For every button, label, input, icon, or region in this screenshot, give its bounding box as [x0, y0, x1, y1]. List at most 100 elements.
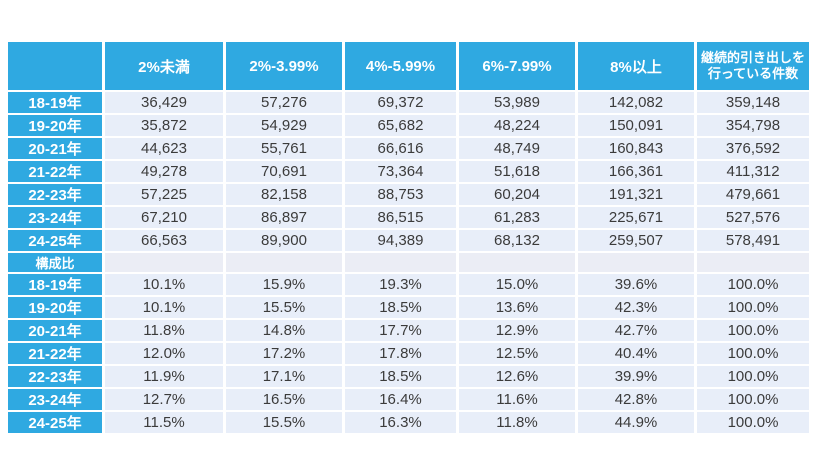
table-stage: 2%未満 2%-3.99% 4%-5.99% 6%-7.99% 8%以上 継続的… — [5, 40, 812, 435]
data-cell: 36,429 — [105, 92, 223, 113]
table-row: 19-20年 35,872 54,929 65,682 48,224 150,0… — [8, 115, 809, 136]
data-cell: 35,872 — [105, 115, 223, 136]
data-cell: 88,753 — [345, 184, 456, 205]
data-cell: 100.0% — [697, 343, 809, 364]
row-label-cell: 19-20年 — [8, 115, 102, 136]
table-row: 18-19年 10.1% 15.9% 19.3% 15.0% 39.6% 100… — [8, 274, 809, 295]
data-cell: 49,278 — [105, 161, 223, 182]
table-row: 23-24年 12.7% 16.5% 16.4% 11.6% 42.8% 100… — [8, 389, 809, 410]
divider-cell — [226, 253, 342, 272]
column-header: 2%未満 — [105, 42, 223, 90]
data-cell: 11.8% — [105, 320, 223, 341]
data-cell: 48,224 — [459, 115, 575, 136]
data-cell: 225,671 — [578, 207, 694, 228]
row-label-cell: 20-21年 — [8, 138, 102, 159]
data-cell: 359,148 — [697, 92, 809, 113]
data-cell: 17.1% — [226, 366, 342, 387]
row-label-cell: 24-25年 — [8, 412, 102, 433]
data-cell: 65,682 — [345, 115, 456, 136]
data-cell: 42.8% — [578, 389, 694, 410]
data-cell: 10.1% — [105, 297, 223, 318]
column-header: 2%-3.99% — [226, 42, 342, 90]
row-label-cell: 22-23年 — [8, 184, 102, 205]
data-cell: 69,372 — [345, 92, 456, 113]
data-cell: 15.0% — [459, 274, 575, 295]
data-cell: 14.8% — [226, 320, 342, 341]
data-cell: 191,321 — [578, 184, 694, 205]
data-cell: 18.5% — [345, 297, 456, 318]
data-cell: 100.0% — [697, 274, 809, 295]
row-label-cell: 21-22年 — [8, 161, 102, 182]
data-cell: 12.9% — [459, 320, 575, 341]
table-row: 19-20年 10.1% 15.5% 18.5% 13.6% 42.3% 100… — [8, 297, 809, 318]
data-cell: 94,389 — [345, 230, 456, 251]
data-cell: 19.3% — [345, 274, 456, 295]
data-cell: 12.0% — [105, 343, 223, 364]
data-cell: 17.7% — [345, 320, 456, 341]
data-cell: 100.0% — [697, 297, 809, 318]
data-cell: 57,276 — [226, 92, 342, 113]
data-cell: 66,616 — [345, 138, 456, 159]
column-header-continuous-withdrawals: 継続的引き出しを 行っている件数 — [697, 42, 809, 90]
table-row: 24-25年 66,563 89,900 94,389 68,132 259,5… — [8, 230, 809, 251]
data-cell: 12.6% — [459, 366, 575, 387]
table-row: 21-22年 12.0% 17.2% 17.8% 12.5% 40.4% 100… — [8, 343, 809, 364]
data-cell: 100.0% — [697, 389, 809, 410]
table-row: 22-23年 57,225 82,158 88,753 60,204 191,3… — [8, 184, 809, 205]
column-header: 8%以上 — [578, 42, 694, 90]
divider-cell — [459, 253, 575, 272]
data-cell: 18.5% — [345, 366, 456, 387]
data-cell: 100.0% — [697, 412, 809, 433]
data-cell: 13.6% — [459, 297, 575, 318]
data-cell: 68,132 — [459, 230, 575, 251]
divider-cell — [578, 253, 694, 272]
data-cell: 11.5% — [105, 412, 223, 433]
table-row: 20-21年 44,623 55,761 66,616 48,749 160,8… — [8, 138, 809, 159]
row-label-cell: 23-24年 — [8, 389, 102, 410]
data-cell: 100.0% — [697, 366, 809, 387]
data-cell: 100.0% — [697, 320, 809, 341]
row-label-cell: 23-24年 — [8, 207, 102, 228]
data-cell: 10.1% — [105, 274, 223, 295]
data-cell: 40.4% — [578, 343, 694, 364]
data-cell: 60,204 — [459, 184, 575, 205]
row-label-cell: 18-19年 — [8, 274, 102, 295]
data-cell: 259,507 — [578, 230, 694, 251]
table-row: 24-25年 11.5% 15.5% 16.3% 11.8% 44.9% 100… — [8, 412, 809, 433]
data-cell: 411,312 — [697, 161, 809, 182]
data-cell: 39.9% — [578, 366, 694, 387]
data-cell: 42.3% — [578, 297, 694, 318]
divider-cell — [105, 253, 223, 272]
header-row: 2%未満 2%-3.99% 4%-5.99% 6%-7.99% 8%以上 継続的… — [8, 42, 809, 90]
table-row: 18-19年 36,429 57,276 69,372 53,989 142,0… — [8, 92, 809, 113]
data-cell: 16.5% — [226, 389, 342, 410]
data-cell: 15.9% — [226, 274, 342, 295]
data-cell: 86,515 — [345, 207, 456, 228]
data-cell: 527,576 — [697, 207, 809, 228]
data-cell: 11.8% — [459, 412, 575, 433]
data-cell: 70,691 — [226, 161, 342, 182]
data-cell: 15.5% — [226, 297, 342, 318]
data-cell: 150,091 — [578, 115, 694, 136]
row-label-cell: 20-21年 — [8, 320, 102, 341]
data-cell: 44.9% — [578, 412, 694, 433]
data-cell: 61,283 — [459, 207, 575, 228]
row-label-cell: 18-19年 — [8, 92, 102, 113]
data-cell: 66,563 — [105, 230, 223, 251]
data-cell: 166,361 — [578, 161, 694, 182]
data-cell: 48,749 — [459, 138, 575, 159]
section-divider-row: 構成比 — [8, 253, 809, 272]
data-cell: 160,843 — [578, 138, 694, 159]
data-cell: 54,929 — [226, 115, 342, 136]
table-row: 23-24年 67,210 86,897 86,515 61,283 225,6… — [8, 207, 809, 228]
column-header-line1: 継続的引き出しを — [700, 49, 805, 65]
data-cell: 73,364 — [345, 161, 456, 182]
data-cell: 11.6% — [459, 389, 575, 410]
row-label-cell: 21-22年 — [8, 343, 102, 364]
section-label-cell: 構成比 — [8, 253, 102, 272]
table-row: 20-21年 11.8% 14.8% 17.7% 12.9% 42.7% 100… — [8, 320, 809, 341]
data-cell: 42.7% — [578, 320, 694, 341]
column-header-line2: 行っている件数 — [707, 66, 799, 81]
data-cell: 82,158 — [226, 184, 342, 205]
corner-cell — [8, 42, 102, 90]
